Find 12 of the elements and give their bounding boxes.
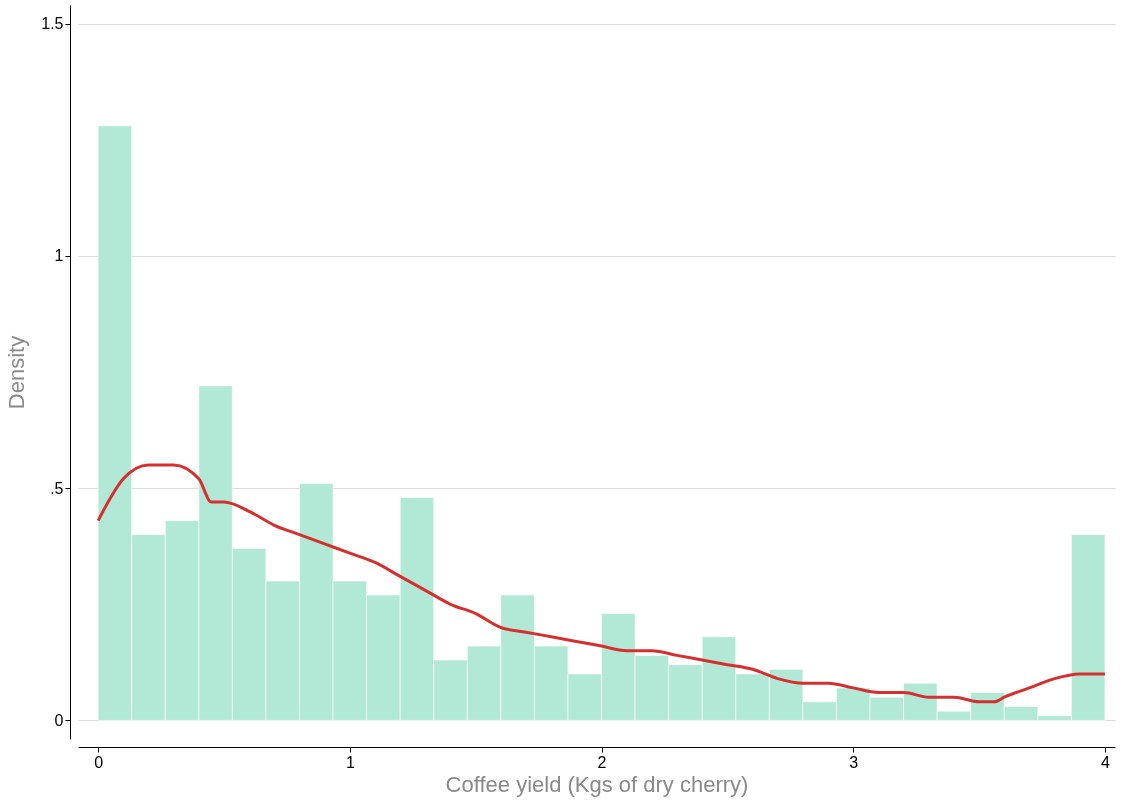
y-tick-label: 0 bbox=[54, 711, 64, 729]
y-tick-label: .5 bbox=[50, 479, 64, 497]
x-axis-title: Coffee yield (Kgs of dry cherry) bbox=[445, 771, 749, 797]
y-tick-label: 1.5 bbox=[41, 15, 64, 33]
x-tick-label: 3 bbox=[849, 753, 859, 771]
x-tick-label: 0 bbox=[94, 753, 104, 771]
x-tick-label: 4 bbox=[1100, 753, 1110, 771]
line-series bbox=[96, 463, 1107, 704]
y-axis-title: Density bbox=[4, 335, 30, 410]
x-tick-label: 2 bbox=[597, 753, 607, 771]
x-tick-label: 1 bbox=[345, 753, 355, 771]
y-tick-label: 1 bbox=[54, 247, 64, 265]
